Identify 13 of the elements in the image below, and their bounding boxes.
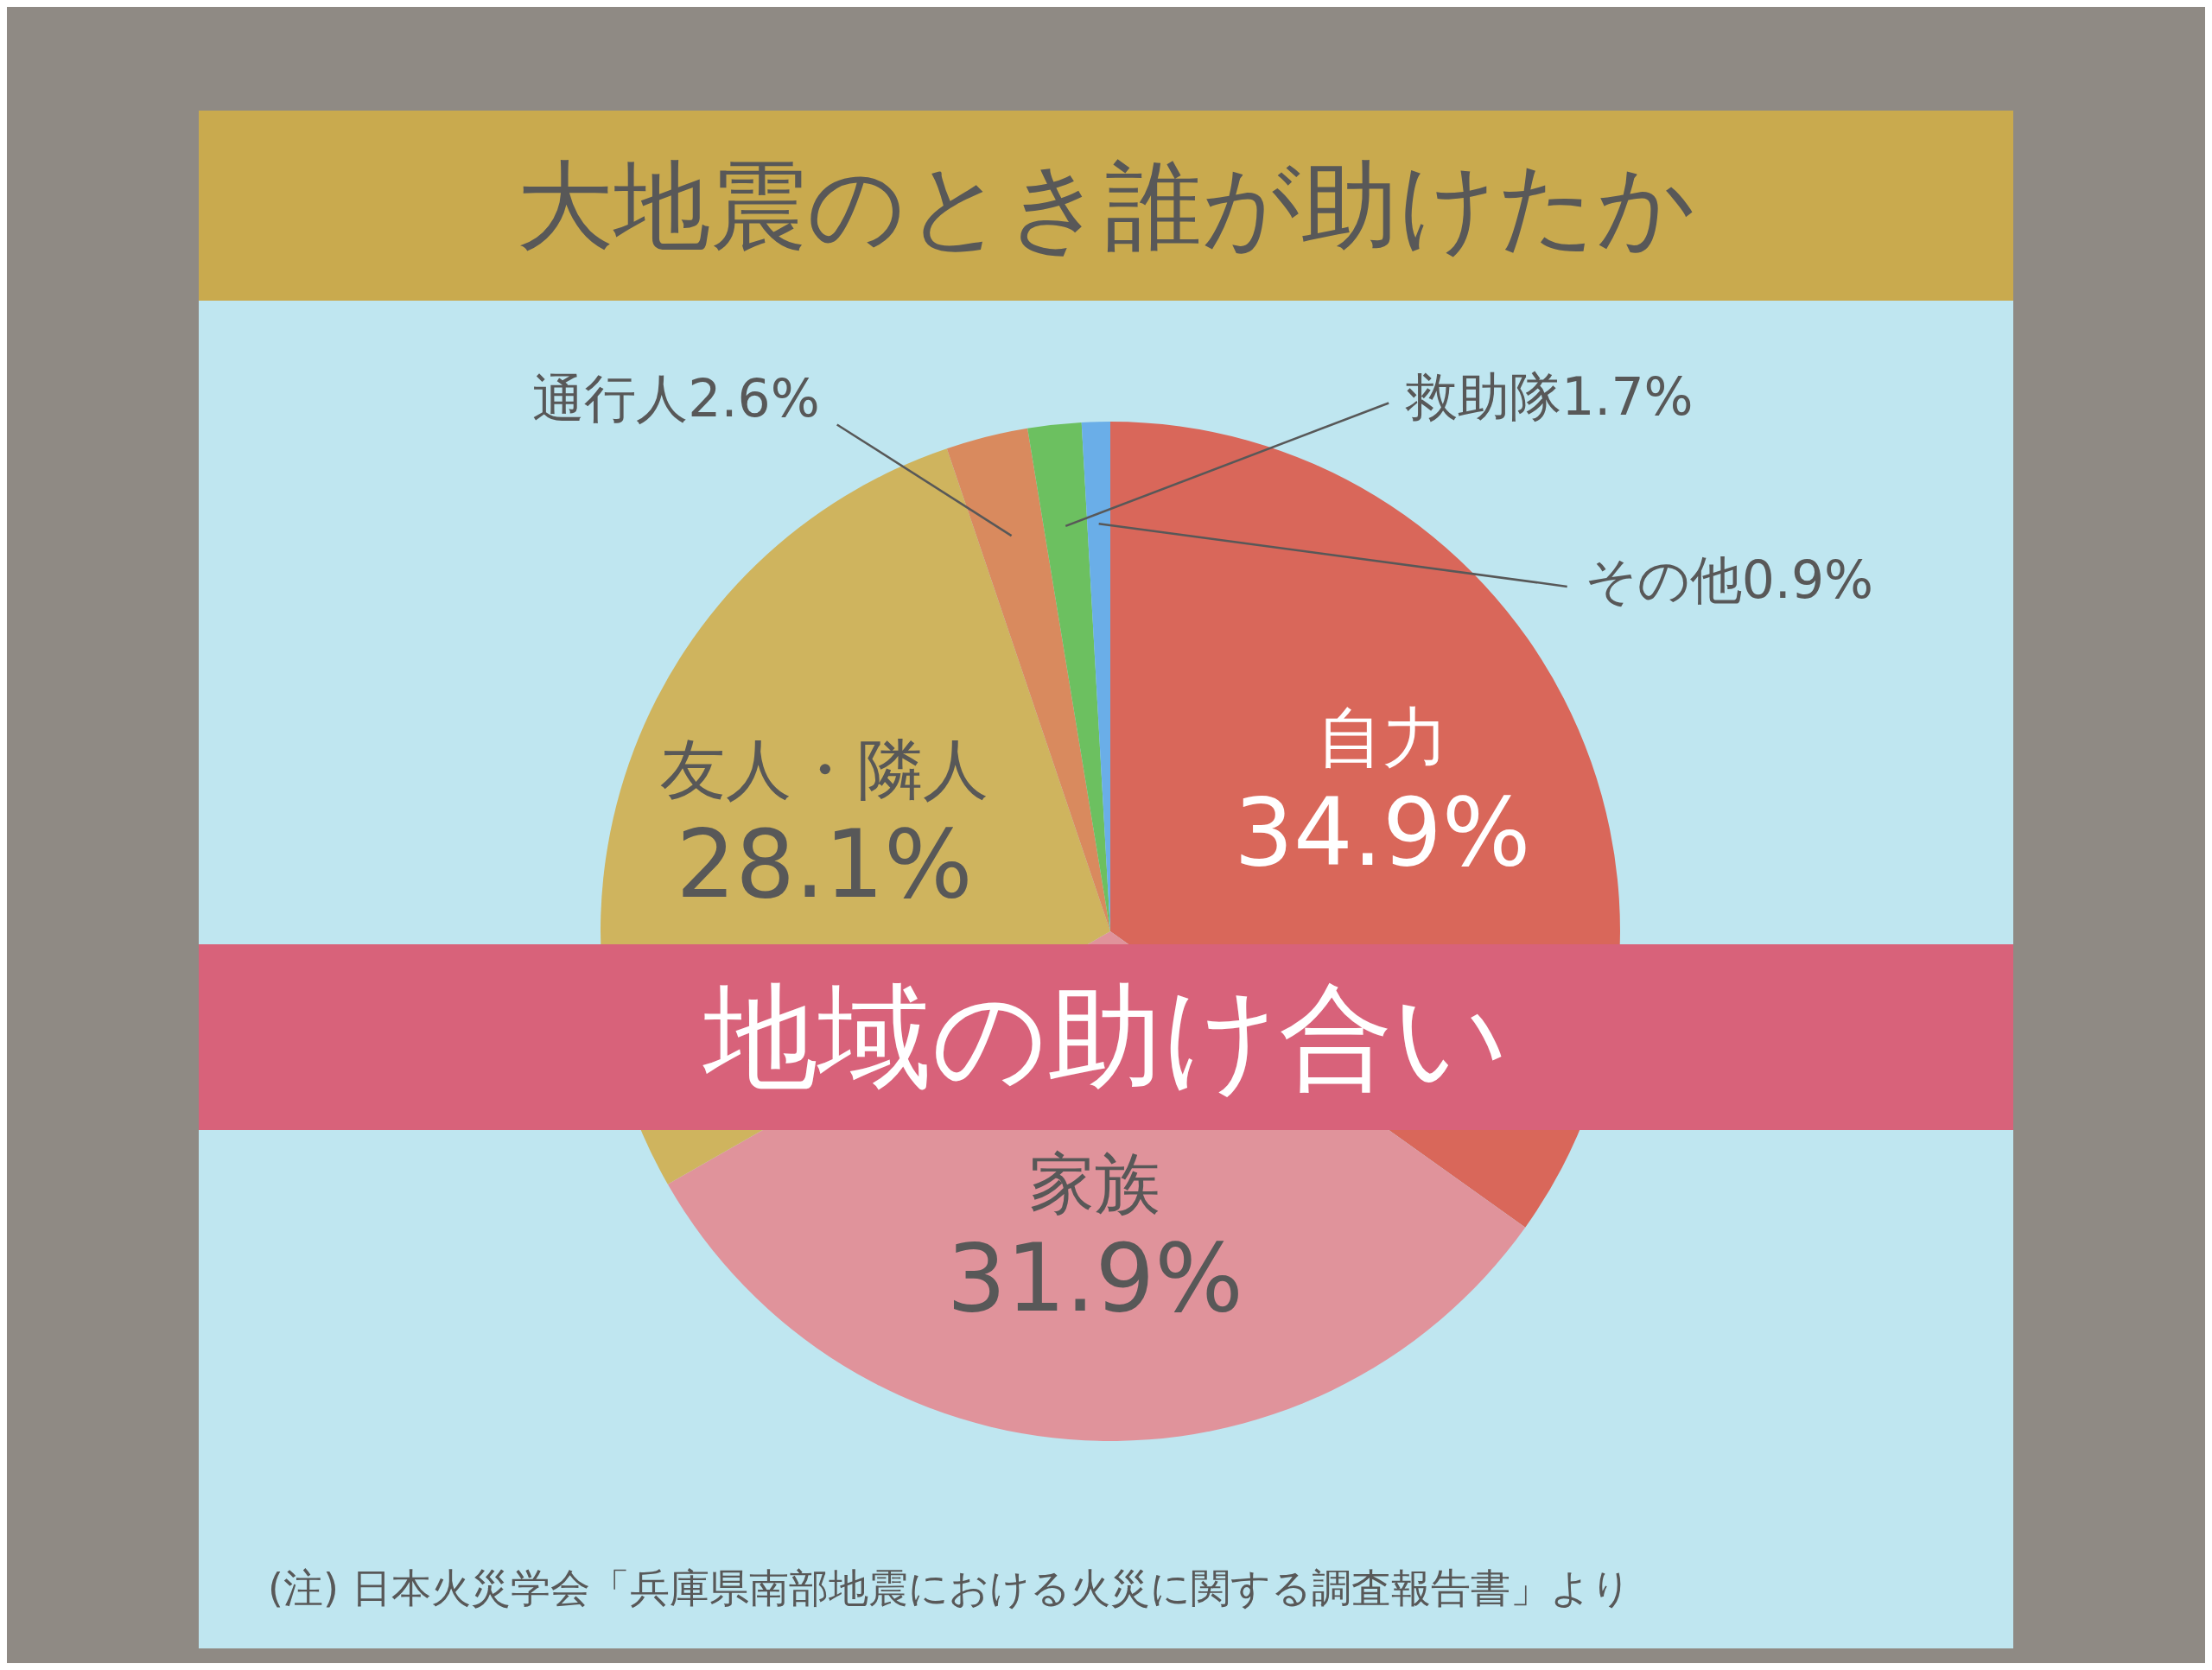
slice-label: 自力	[1316, 699, 1448, 777]
data-label: 34.9%	[1234, 778, 1531, 887]
text: (注) 日本火災学会「兵庫県南部地震における火災に関する調査報告書」より	[268, 1564, 1631, 1613]
data-label: 31.9%	[946, 1224, 1243, 1333]
text: 地域の助け合い	[199, 944, 2013, 1130]
slice-label: その他0.9%	[1584, 549, 1874, 610]
slice-label: 家族	[1029, 1145, 1161, 1222]
data-label: 28.1%	[676, 810, 973, 918]
pie-slice	[1027, 422, 1110, 931]
slice-label: 通行人2.6%	[532, 368, 820, 429]
chart-title: 大地震のとき誰が助けたか	[199, 111, 2013, 301]
slice-label: 友人・隣人	[660, 730, 988, 808]
slice-label: 救助隊1.7%	[1405, 365, 1694, 427]
